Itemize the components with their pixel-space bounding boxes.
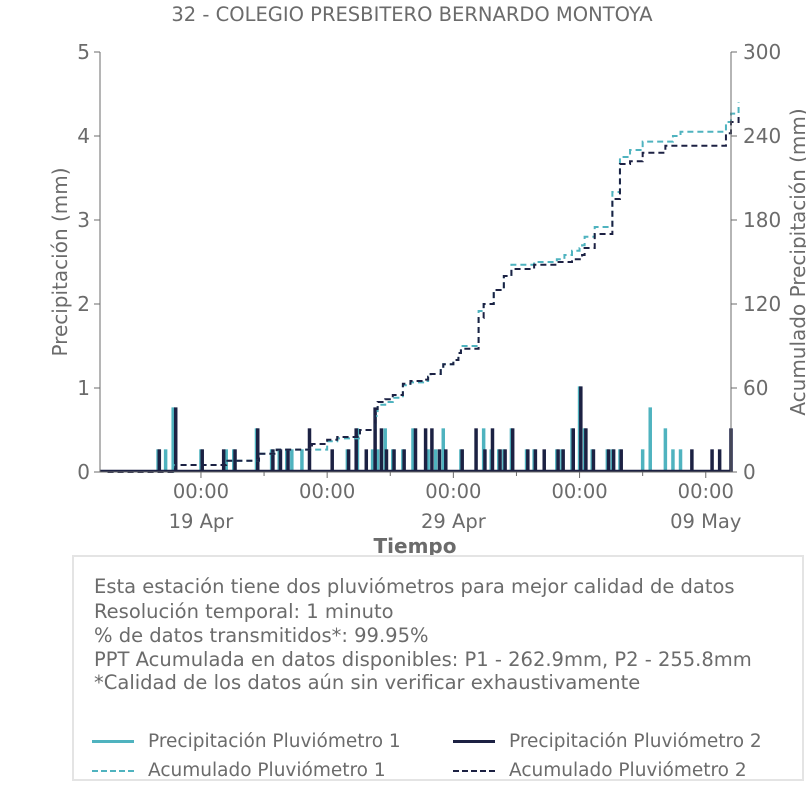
info-line-stations: Esta estación tiene dos pluviómetros par… bbox=[94, 575, 735, 598]
legend-item-p2-accum: Acumulado Pluviómetro 2 bbox=[453, 760, 747, 781]
y-tick-label-right: 120 bbox=[743, 292, 781, 316]
y-tick-label-right: 0 bbox=[743, 460, 756, 484]
x-tick-label-date: 09 May bbox=[670, 510, 741, 533]
x-axis-label: Tiempo bbox=[374, 534, 457, 558]
legend-swatch-p2-solid bbox=[453, 740, 495, 743]
y-axis-label-right: Acumulado Precipitación (mm) bbox=[786, 108, 806, 415]
x-tick-label-time: 00:00 bbox=[173, 480, 229, 503]
y-tick-label-left: 1 bbox=[77, 376, 90, 400]
info-line-resolution: Resolución temporal: 1 minuto bbox=[94, 600, 394, 623]
accum-line-p1 bbox=[107, 102, 740, 473]
y-tick-label-right: 180 bbox=[743, 208, 781, 232]
legend-label: Precipitación Pluviómetro 2 bbox=[509, 731, 762, 752]
x-tick-label-time: 00:00 bbox=[678, 480, 734, 503]
y-tick-label-right: 300 bbox=[743, 40, 781, 64]
y-axis-label-left: Precipitación (mm) bbox=[48, 167, 72, 356]
y-tick-label-right: 240 bbox=[743, 124, 781, 148]
y-tick-label-left: 0 bbox=[77, 460, 90, 484]
x-tick-label-time: 00:00 bbox=[425, 480, 481, 503]
y-tick-label-right: 60 bbox=[743, 376, 768, 400]
chart-title: 32 - COLEGIO PRESBITERO BERNARDO MONTOYA bbox=[171, 3, 653, 26]
info-line-quality: *Calidad de los datos aún sin verificar … bbox=[94, 671, 641, 694]
y-tick-label-left: 3 bbox=[77, 208, 90, 232]
plot-area bbox=[100, 102, 740, 473]
x-tick-label-date: 29 Apr bbox=[421, 510, 487, 533]
info-box: Esta estación tiene dos pluviómetros par… bbox=[72, 555, 804, 781]
y-tick-label-left: 2 bbox=[77, 292, 90, 316]
info-line-transmitted: % de datos transmitidos*: 99.95% bbox=[94, 624, 429, 647]
legend-swatch-p1-dashed bbox=[92, 769, 134, 772]
info-line-accumulated: PPT Acumulada en datos disponibles: P1 -… bbox=[94, 648, 752, 671]
axes: 0 1 2 3 4 5 0 60 120 180 240 300 00:00 19 Apr 00:00 00:… bbox=[77, 40, 781, 533]
legend-item-p2-precip: Precipitación Pluviómetro 2 bbox=[453, 731, 762, 752]
legend-label: Precipitación Pluviómetro 1 bbox=[148, 731, 401, 752]
legend-label: Acumulado Pluviómetro 1 bbox=[148, 760, 386, 781]
legend-label: Acumulado Pluviómetro 2 bbox=[509, 760, 747, 781]
x-tick-label-time: 00:00 bbox=[551, 480, 607, 503]
legend-swatch-p1-solid bbox=[92, 740, 134, 743]
x-tick-label-date: 19 Apr bbox=[169, 510, 235, 533]
legend-swatch-p2-dashed bbox=[453, 769, 495, 772]
legend-item-p1-precip: Precipitación Pluviómetro 1 bbox=[92, 731, 401, 752]
x-tick-label-time: 00:00 bbox=[299, 480, 355, 503]
y-tick-label-left: 4 bbox=[77, 124, 90, 148]
accum-line-p2 bbox=[107, 113, 740, 473]
y-tick-label-left: 5 bbox=[77, 40, 90, 64]
legend-item-p1-accum: Acumulado Pluviómetro 1 bbox=[92, 760, 386, 781]
